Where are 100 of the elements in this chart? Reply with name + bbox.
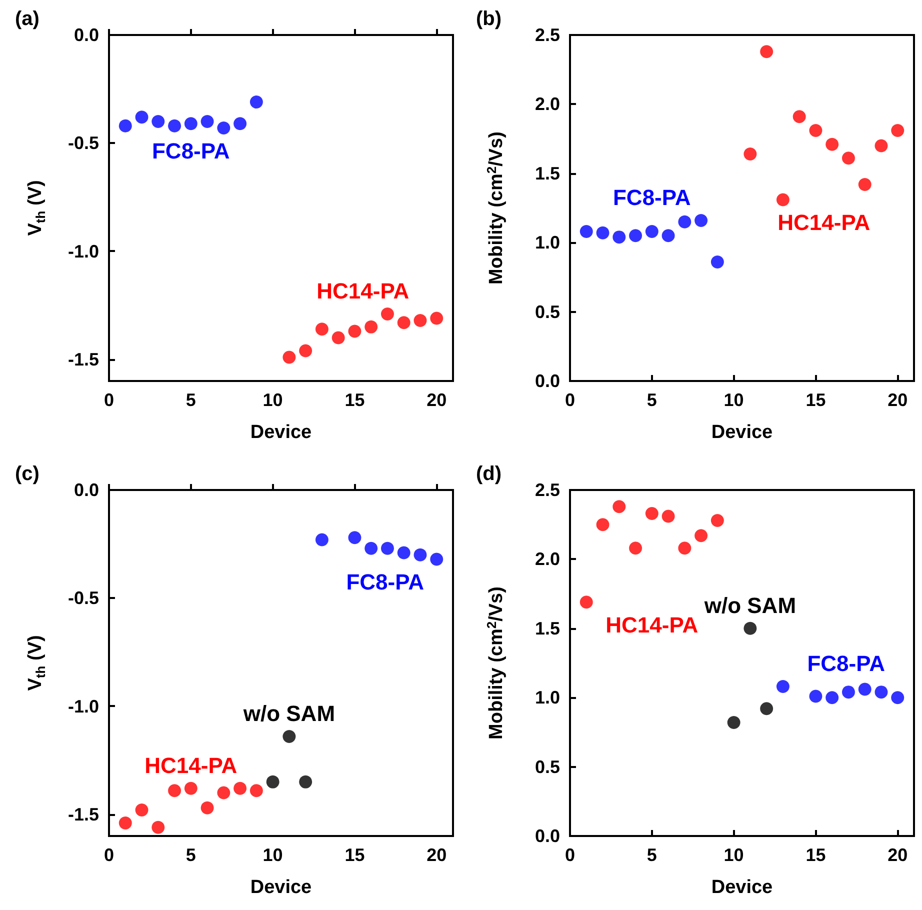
y-tick-label: 1.5 xyxy=(534,618,560,638)
x-tick-label: 0 xyxy=(564,390,576,410)
series-label: w/o SAM xyxy=(242,701,336,726)
point xyxy=(891,124,904,137)
point xyxy=(710,255,724,268)
y-tick-label: -0.5 xyxy=(68,588,99,608)
chart-title: (b) xyxy=(476,8,502,30)
x-tick-label: 5 xyxy=(186,845,196,865)
chart-title: (d) xyxy=(476,463,502,485)
point xyxy=(152,820,165,834)
chart-title: (c) xyxy=(15,463,40,485)
point xyxy=(826,138,839,151)
y-axis-title: Mobility (cm2/Vs) xyxy=(484,586,507,740)
point xyxy=(315,533,328,546)
point xyxy=(744,622,757,635)
y-tick-label: -1.5 xyxy=(68,804,99,824)
series-label: HC14-PA xyxy=(606,612,698,638)
point xyxy=(760,45,774,58)
x-tick-label: 0 xyxy=(104,845,114,865)
point xyxy=(348,531,362,544)
x-axis-title: Device xyxy=(250,422,312,443)
y-tick-label: 1.0 xyxy=(534,232,560,253)
point xyxy=(414,314,427,327)
point xyxy=(397,546,410,560)
point xyxy=(380,307,394,320)
point xyxy=(858,178,872,191)
point xyxy=(184,117,198,130)
x-tick-label: 10 xyxy=(262,390,283,410)
series-label: FC8-PA xyxy=(346,570,424,595)
point xyxy=(152,115,165,128)
x-axis-title: Device xyxy=(711,422,773,443)
point xyxy=(168,119,182,132)
point xyxy=(430,552,444,566)
y-tick-label: 0.5 xyxy=(534,302,560,322)
y-axis-title: Vth (V) xyxy=(25,635,48,691)
point xyxy=(760,702,774,716)
point xyxy=(809,690,822,703)
x-tick-label: 0 xyxy=(564,845,576,865)
point xyxy=(299,775,312,788)
point xyxy=(596,518,610,532)
y-axis-title: Vth (V) xyxy=(25,180,48,236)
x-axis-title: Device xyxy=(711,877,773,898)
point xyxy=(874,686,888,699)
point xyxy=(217,786,230,800)
point xyxy=(776,680,790,694)
point xyxy=(580,225,593,238)
point xyxy=(776,193,790,206)
point xyxy=(364,320,378,334)
point xyxy=(710,514,724,527)
point xyxy=(200,801,214,814)
point xyxy=(380,542,394,555)
point xyxy=(364,542,378,555)
point xyxy=(694,214,708,227)
y-tick-label: 0.0 xyxy=(74,480,99,500)
y-axis-title: Mobility (cm2/Vs) xyxy=(484,132,507,284)
point xyxy=(118,816,132,830)
point xyxy=(662,510,675,523)
series-label: FC8-PA xyxy=(612,184,691,210)
point xyxy=(874,139,888,152)
point xyxy=(315,322,328,336)
point xyxy=(744,148,757,161)
y-tick-label: 1.5 xyxy=(534,163,560,184)
x-tick-label: 20 xyxy=(426,390,447,410)
point xyxy=(596,226,610,240)
point xyxy=(645,225,658,238)
point xyxy=(414,548,427,562)
point xyxy=(430,312,444,325)
point xyxy=(135,804,148,817)
point xyxy=(200,115,214,128)
series-label: HC14-PA xyxy=(778,210,870,236)
y-tick-label: -1.0 xyxy=(68,241,99,262)
point xyxy=(612,230,626,244)
x-tick-label: 15 xyxy=(344,390,365,410)
point xyxy=(678,215,692,228)
point xyxy=(792,110,806,124)
x-tick-label: 5 xyxy=(646,845,657,865)
x-axis-title: Device xyxy=(250,877,312,898)
x-tick-label: 10 xyxy=(724,390,744,410)
y-tick-label: 0.5 xyxy=(534,756,560,777)
x-tick-label: 15 xyxy=(806,845,826,865)
x-tick-label: 10 xyxy=(262,845,283,865)
point xyxy=(135,110,148,124)
series-label: FC8-PA xyxy=(807,651,886,676)
point xyxy=(645,507,658,520)
x-tick-label: 20 xyxy=(888,845,908,865)
x-tick-label: 15 xyxy=(344,845,365,865)
point xyxy=(282,730,296,744)
point xyxy=(348,324,362,338)
point xyxy=(826,691,839,704)
point xyxy=(250,784,263,798)
point xyxy=(234,782,247,795)
point xyxy=(662,229,675,242)
point xyxy=(184,782,198,795)
point xyxy=(858,682,872,696)
point xyxy=(842,686,855,699)
series-label: FC8-PA xyxy=(152,138,230,164)
y-tick-label: -1.5 xyxy=(68,349,99,370)
point xyxy=(842,152,855,165)
point xyxy=(118,119,132,132)
chart-title: (a) xyxy=(15,8,40,30)
